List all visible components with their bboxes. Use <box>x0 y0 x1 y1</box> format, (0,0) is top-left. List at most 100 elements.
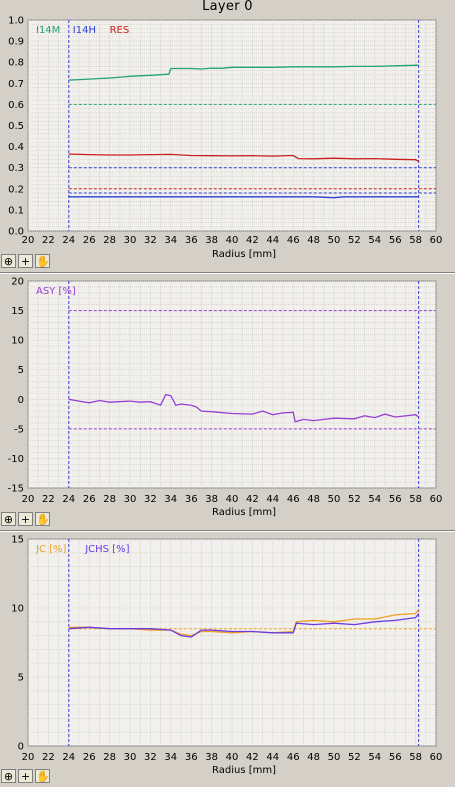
y-tick-label: -10 <box>8 454 24 465</box>
x-tick-label: 58 <box>409 752 422 763</box>
pan-hand-icon[interactable]: ✋ <box>35 512 50 526</box>
chart-jc-jchs: 20 22 24 26 28 30 32 34 36 38 40 42 44 46 48 50 52 54 56 58… <box>11 535 443 777</box>
x-tick-label: 46 <box>287 494 300 505</box>
x-tick-label: 54 <box>368 752 381 763</box>
x-axis-label: Radius [mm] <box>212 765 276 776</box>
y-tick-label: 0.2 <box>8 184 24 195</box>
y-tick-label: 0.5 <box>8 121 24 132</box>
x-tick-label: 52 <box>348 235 361 246</box>
plot-area <box>27 280 437 489</box>
y-tick-label: -15 <box>8 484 24 495</box>
chart-panel-3: 20 22 24 26 28 30 32 34 36 38 40 42 44 46 48 50 52 54 56 58… <box>0 532 455 787</box>
chart-i14m-i14h-res: 20 22 24 26 28 30 32 34 36 38 40 42 44 46 48 50 52 54 56 58… <box>8 16 443 261</box>
x-tick-label: 20 <box>22 235 35 246</box>
x-tick-label: 56 <box>389 752 402 763</box>
series-line-jchs <box>68 613 420 638</box>
x-tick-label: 60 <box>430 752 443 763</box>
x-tick-label: 26 <box>83 235 96 246</box>
x-tick-label: 34 <box>164 752 177 763</box>
series-line-jc <box>68 609 420 637</box>
x-tick-label: 44 <box>266 752 279 763</box>
x-tick-label: 48 <box>307 494 320 505</box>
y-tick-label: 0.9 <box>8 37 24 48</box>
legend-entry: ASY [%] <box>36 286 76 297</box>
x-tick-label: 50 <box>328 494 341 505</box>
chart-toolbar-1: ⊕ + ✋ <box>1 254 50 270</box>
x-tick-label: 32 <box>144 494 157 505</box>
cursor-icon[interactable]: ⊕ <box>1 254 16 268</box>
x-tick-label: 42 <box>246 235 259 246</box>
x-tick-label: 38 <box>205 752 218 763</box>
x-tick-label: 20 <box>22 752 35 763</box>
x-tick-label: 38 <box>205 235 218 246</box>
y-tick-label: 0 <box>18 742 24 753</box>
y-tick-label: 0.6 <box>8 100 24 111</box>
chart-panel-1: 20 22 24 26 28 30 32 34 36 38 40 42 44 46 48 50 52 54 56 58… <box>0 14 455 272</box>
chart-asy: 20 22 24 26 28 30 32 34 36 38 40 42 44 46 48 50 52 54 56 58… <box>8 277 443 519</box>
legend-entry: I14H <box>73 25 96 36</box>
x-tick-label: 48 <box>307 235 320 246</box>
x-tick-label: 40 <box>226 235 239 246</box>
x-tick-label: 24 <box>62 494 75 505</box>
x-tick-label: 32 <box>144 235 157 246</box>
legend-entry: JC [%] <box>35 544 67 555</box>
chart-panel-2: 20 22 24 26 28 30 32 34 36 38 40 42 44 46 48 50 52 54 56 58… <box>0 274 455 530</box>
zoom-button[interactable]: + <box>18 254 33 268</box>
y-tick-label: 1.0 <box>8 16 24 27</box>
x-tick-label: 22 <box>42 494 55 505</box>
x-tick-label: 60 <box>430 235 443 246</box>
x-tick-label: 56 <box>389 494 402 505</box>
series-line-i14m <box>68 64 419 81</box>
x-tick-label: 40 <box>226 494 239 505</box>
x-tick-label: 32 <box>144 752 157 763</box>
x-tick-label: 34 <box>164 235 177 246</box>
x-tick-label: 56 <box>389 235 402 246</box>
x-tick-label: 26 <box>83 494 96 505</box>
x-tick-label: 24 <box>62 752 75 763</box>
x-axis-label: Radius [mm] <box>212 507 276 518</box>
series-line-asy <box>68 393 420 423</box>
x-tick-label: 36 <box>185 752 198 763</box>
x-tick-label: 50 <box>328 235 341 246</box>
x-tick-label: 42 <box>246 752 259 763</box>
y-tick-label: 0.3 <box>8 163 24 174</box>
y-tick-label: 0.4 <box>8 142 24 153</box>
y-tick-label: 5 <box>18 365 24 376</box>
series-line-res <box>68 153 420 162</box>
x-tick-label: 52 <box>348 752 361 763</box>
x-tick-label: 42 <box>246 494 259 505</box>
x-tick-label: 44 <box>266 235 279 246</box>
chart-toolbar-2: ⊕ + ✋ <box>1 512 50 528</box>
panel-divider-2 <box>0 530 455 532</box>
y-tick-label: 0.1 <box>8 205 24 216</box>
x-tick-label: 50 <box>328 752 341 763</box>
pan-hand-icon[interactable]: ✋ <box>35 769 50 783</box>
x-tick-label: 24 <box>62 235 75 246</box>
x-tick-label: 28 <box>103 235 116 246</box>
grid <box>27 280 437 489</box>
x-tick-label: 38 <box>205 494 218 505</box>
x-tick-label: 28 <box>103 494 116 505</box>
zoom-button[interactable]: + <box>18 512 33 526</box>
y-tick-label: 15 <box>11 535 24 546</box>
chart-toolbar-3: ⊕ + ✋ <box>1 769 50 785</box>
y-tick-label: 5 <box>18 673 24 684</box>
pan-hand-icon[interactable]: ✋ <box>35 254 50 268</box>
x-tick-label: 46 <box>287 752 300 763</box>
zoom-button[interactable]: + <box>18 769 33 783</box>
y-tick-label: 0.7 <box>8 79 24 90</box>
x-tick-label: 36 <box>185 235 198 246</box>
legend-entry: RES <box>110 25 130 36</box>
x-tick-label: 60 <box>430 494 443 505</box>
x-tick-label: 30 <box>124 494 137 505</box>
x-tick-label: 36 <box>185 494 198 505</box>
cursor-icon[interactable]: ⊕ <box>1 512 16 526</box>
x-tick-label: 30 <box>124 235 137 246</box>
plot-area <box>27 538 437 747</box>
page-title: Layer 0 <box>202 0 253 14</box>
cursor-icon[interactable]: ⊕ <box>1 769 16 783</box>
y-tick-label: 0.8 <box>8 58 24 69</box>
grid <box>27 538 437 747</box>
x-tick-label: 54 <box>368 494 381 505</box>
x-tick-label: 52 <box>348 494 361 505</box>
